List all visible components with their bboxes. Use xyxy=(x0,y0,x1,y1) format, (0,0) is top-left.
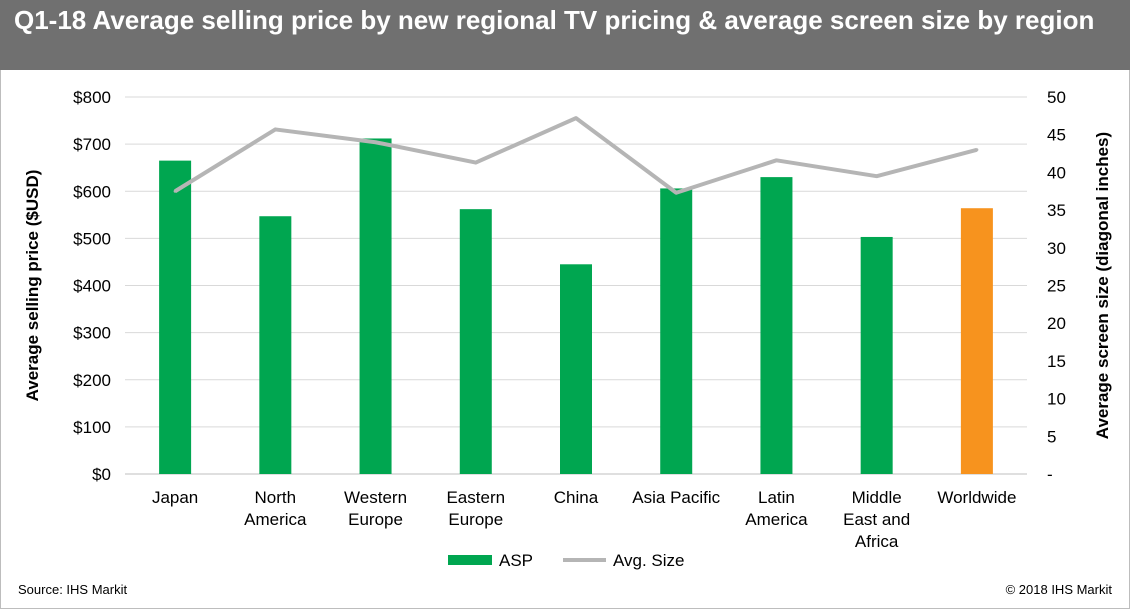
bar-asp xyxy=(960,208,993,474)
bar-asp xyxy=(459,209,492,474)
y-tick-label: $100 xyxy=(73,418,111,437)
legend-label-avg-size: Avg. Size xyxy=(613,551,685,570)
y-tick-label: $400 xyxy=(73,277,111,296)
chart-title: Q1-18 Average selling price by new regio… xyxy=(14,5,1095,35)
x-category-label: Eastern xyxy=(446,488,505,507)
x-category-label: Latin xyxy=(758,488,795,507)
bar-asp xyxy=(560,264,592,474)
point-avg-size xyxy=(474,161,478,165)
y-tick-label: $0 xyxy=(92,465,111,484)
y2-tick-label: 35 xyxy=(1047,201,1066,220)
y2-tick-label: - xyxy=(1047,465,1053,484)
x-category-label: China xyxy=(554,488,599,507)
x-category-label: Asia Pacific xyxy=(632,488,720,507)
y-tick-label: $700 xyxy=(73,135,111,154)
y-tick-label: $300 xyxy=(73,324,111,343)
y2-tick-label: 25 xyxy=(1047,277,1066,296)
point-avg-size xyxy=(574,116,578,120)
source-note: Source: IHS Markit xyxy=(18,582,128,597)
point-avg-size xyxy=(875,174,879,178)
x-category-label: Japan xyxy=(152,488,198,507)
x-category-label: Africa xyxy=(855,532,899,551)
legend-label-asp: ASP xyxy=(499,551,533,570)
point-avg-size xyxy=(975,148,979,152)
bar-asp xyxy=(860,236,893,474)
y2-tick-label: 40 xyxy=(1047,163,1066,182)
x-category-label: North xyxy=(255,488,297,507)
y-tick-label: $200 xyxy=(73,371,111,390)
x-category-label: Europe xyxy=(448,510,503,529)
y2-tick-label: 15 xyxy=(1047,352,1066,371)
y-axis-title: Average selling price ($USD) xyxy=(23,170,42,402)
point-avg-size xyxy=(374,140,378,144)
y2-tick-label: 30 xyxy=(1047,239,1066,258)
y2-tick-label: 10 xyxy=(1047,390,1066,409)
point-avg-size xyxy=(173,189,177,193)
legend-swatch-asp xyxy=(448,555,492,565)
y2-tick-label: 5 xyxy=(1047,427,1056,446)
point-avg-size xyxy=(674,191,678,195)
copyright-note: © 2018 IHS Markit xyxy=(1005,582,1112,597)
x-category-label: Europe xyxy=(348,510,403,529)
y2-tick-label: 20 xyxy=(1047,314,1066,333)
line-avg-size xyxy=(174,116,978,195)
bar-asp xyxy=(660,188,693,475)
x-category-label: Western xyxy=(344,488,407,507)
x-category-label: East and xyxy=(843,510,910,529)
point-avg-size xyxy=(774,158,778,162)
bar-asp xyxy=(760,177,793,475)
y2-axis-title: Average screen size (diagonal inches) xyxy=(1093,132,1112,439)
x-category-label: America xyxy=(244,510,307,529)
bar-asp xyxy=(259,216,292,474)
point-avg-size xyxy=(273,127,277,131)
y-tick-label: $800 xyxy=(73,88,111,107)
y2-tick-label: 45 xyxy=(1047,126,1066,145)
y-tick-label: $600 xyxy=(73,182,111,201)
bar-asp xyxy=(359,138,392,474)
y-tick-label: $500 xyxy=(73,229,111,248)
x-category-label: Worldwide xyxy=(937,488,1016,507)
x-category-label: America xyxy=(745,510,808,529)
bar-asp xyxy=(159,160,192,474)
y2-tick-label: 50 xyxy=(1047,88,1066,107)
x-category-label: Middle xyxy=(852,488,902,507)
title-bar: Q1-18 Average selling price by new regio… xyxy=(0,0,1130,70)
